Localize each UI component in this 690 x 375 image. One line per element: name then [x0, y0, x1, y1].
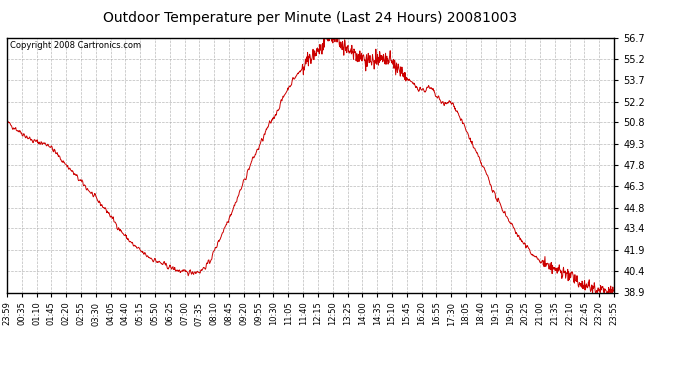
Text: Copyright 2008 Cartronics.com: Copyright 2008 Cartronics.com: [10, 41, 141, 50]
Text: Outdoor Temperature per Minute (Last 24 Hours) 20081003: Outdoor Temperature per Minute (Last 24 …: [104, 11, 518, 25]
